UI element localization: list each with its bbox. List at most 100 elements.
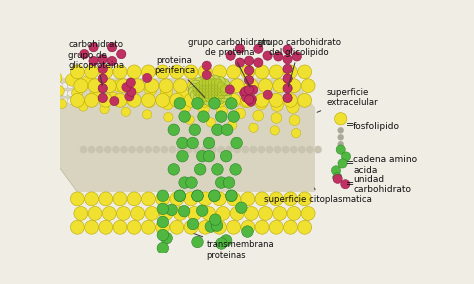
Circle shape bbox=[283, 93, 292, 103]
Circle shape bbox=[203, 82, 213, 92]
Circle shape bbox=[196, 205, 208, 216]
Circle shape bbox=[230, 164, 241, 175]
Circle shape bbox=[298, 220, 311, 234]
Circle shape bbox=[97, 78, 109, 90]
Circle shape bbox=[298, 192, 311, 206]
Circle shape bbox=[283, 64, 292, 74]
Circle shape bbox=[127, 87, 136, 97]
Circle shape bbox=[200, 92, 211, 103]
Circle shape bbox=[341, 152, 351, 161]
Circle shape bbox=[62, 83, 68, 89]
Circle shape bbox=[108, 43, 117, 52]
Circle shape bbox=[197, 80, 208, 90]
Circle shape bbox=[211, 85, 222, 96]
Circle shape bbox=[241, 192, 255, 206]
Circle shape bbox=[228, 120, 237, 130]
Circle shape bbox=[73, 83, 79, 89]
Circle shape bbox=[201, 88, 212, 98]
Circle shape bbox=[186, 177, 197, 188]
Circle shape bbox=[157, 203, 169, 215]
Circle shape bbox=[189, 124, 201, 135]
Circle shape bbox=[179, 177, 191, 188]
Circle shape bbox=[198, 93, 212, 107]
Circle shape bbox=[235, 44, 245, 53]
Circle shape bbox=[179, 111, 191, 122]
Circle shape bbox=[144, 97, 155, 108]
Circle shape bbox=[199, 91, 207, 99]
Circle shape bbox=[194, 164, 206, 175]
Circle shape bbox=[226, 190, 237, 202]
Circle shape bbox=[65, 74, 78, 86]
Circle shape bbox=[198, 111, 210, 122]
Circle shape bbox=[88, 79, 102, 93]
Circle shape bbox=[208, 94, 216, 102]
Circle shape bbox=[198, 65, 212, 79]
Circle shape bbox=[235, 58, 245, 67]
Circle shape bbox=[204, 95, 215, 106]
Circle shape bbox=[71, 192, 84, 206]
Circle shape bbox=[73, 98, 79, 104]
Circle shape bbox=[217, 146, 225, 153]
Circle shape bbox=[283, 192, 297, 206]
Circle shape bbox=[301, 79, 315, 93]
Circle shape bbox=[255, 192, 269, 206]
Circle shape bbox=[331, 166, 341, 175]
Circle shape bbox=[221, 88, 232, 99]
Circle shape bbox=[199, 76, 209, 86]
Circle shape bbox=[99, 192, 113, 206]
Circle shape bbox=[143, 73, 152, 83]
Circle shape bbox=[215, 80, 226, 91]
Circle shape bbox=[141, 65, 155, 79]
Circle shape bbox=[198, 220, 212, 234]
Circle shape bbox=[202, 82, 210, 89]
Text: grupo carbohidrato
del glicolipido: grupo carbohidrato del glicolipido bbox=[258, 38, 341, 87]
Circle shape bbox=[223, 177, 235, 188]
Circle shape bbox=[222, 85, 233, 96]
Circle shape bbox=[245, 206, 258, 220]
Circle shape bbox=[217, 87, 228, 98]
Circle shape bbox=[241, 146, 249, 153]
Circle shape bbox=[208, 85, 216, 93]
Circle shape bbox=[245, 56, 254, 65]
Circle shape bbox=[169, 146, 176, 153]
Text: carbohidrato
grupo de
glicoproteina: carbohidrato grupo de glicoproteina bbox=[68, 40, 124, 85]
Circle shape bbox=[335, 113, 347, 125]
Circle shape bbox=[287, 206, 301, 220]
Circle shape bbox=[263, 90, 273, 99]
Circle shape bbox=[228, 111, 239, 122]
Circle shape bbox=[255, 93, 269, 107]
Circle shape bbox=[81, 76, 93, 88]
Circle shape bbox=[230, 79, 244, 93]
Circle shape bbox=[225, 85, 235, 94]
Circle shape bbox=[143, 110, 152, 119]
Circle shape bbox=[113, 220, 127, 234]
Circle shape bbox=[214, 79, 222, 86]
Circle shape bbox=[117, 79, 130, 93]
Circle shape bbox=[155, 93, 170, 107]
Circle shape bbox=[211, 220, 223, 231]
Circle shape bbox=[113, 93, 127, 107]
Circle shape bbox=[194, 88, 205, 99]
Circle shape bbox=[166, 204, 177, 216]
Circle shape bbox=[208, 79, 216, 86]
Circle shape bbox=[202, 94, 210, 102]
Circle shape bbox=[173, 206, 187, 220]
Circle shape bbox=[301, 206, 315, 220]
Circle shape bbox=[128, 146, 136, 153]
Circle shape bbox=[157, 229, 169, 241]
Circle shape bbox=[99, 220, 113, 234]
Circle shape bbox=[210, 95, 220, 106]
Circle shape bbox=[187, 137, 199, 149]
Circle shape bbox=[220, 88, 228, 96]
Circle shape bbox=[215, 89, 226, 100]
Circle shape bbox=[198, 192, 212, 206]
Circle shape bbox=[211, 88, 219, 96]
Circle shape bbox=[227, 220, 241, 234]
Circle shape bbox=[193, 146, 201, 153]
Circle shape bbox=[242, 93, 251, 102]
Circle shape bbox=[168, 164, 180, 175]
Circle shape bbox=[199, 94, 207, 102]
Circle shape bbox=[214, 94, 222, 102]
Circle shape bbox=[283, 93, 297, 107]
Circle shape bbox=[62, 90, 68, 97]
